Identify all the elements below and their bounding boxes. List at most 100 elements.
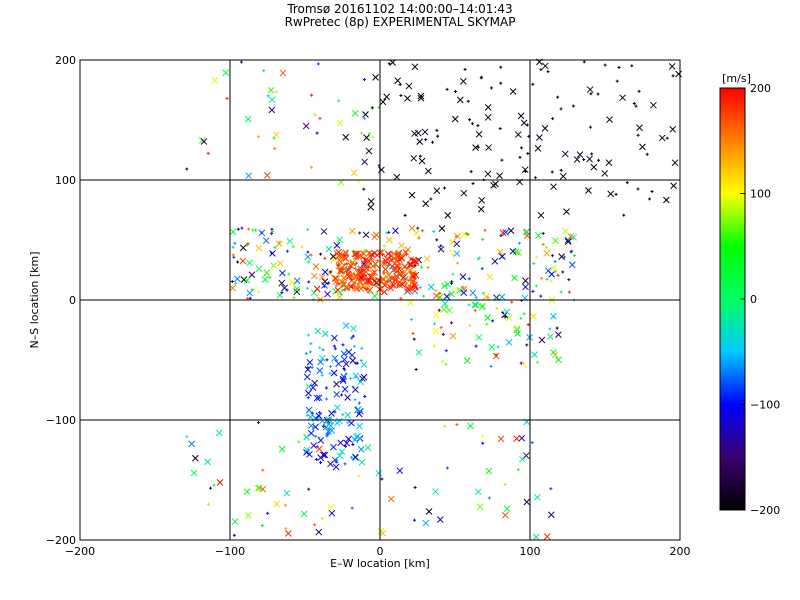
data-point-plus — [556, 273, 560, 277]
data-point-x — [498, 253, 506, 260]
data-point-plus — [319, 252, 323, 256]
data-point-x — [552, 237, 559, 245]
data-point-plus — [206, 151, 210, 155]
data-point-plus — [416, 226, 420, 230]
data-point-x — [499, 229, 507, 237]
data-point-x — [472, 144, 479, 151]
data-point-plus — [351, 334, 355, 338]
data-point-x — [262, 237, 270, 244]
data-point-x — [671, 159, 679, 167]
data-point-x — [501, 311, 509, 319]
data-point-plus — [432, 322, 436, 326]
data-point-x — [486, 273, 494, 281]
data-point-x — [304, 253, 312, 261]
data-point-x — [382, 266, 389, 273]
data-point-x — [313, 394, 321, 402]
data-point-plus — [239, 60, 243, 64]
data-point-x — [312, 263, 320, 270]
data-point-plus — [390, 274, 394, 278]
data-point-plus — [553, 260, 557, 264]
data-point-plus — [260, 523, 264, 527]
data-point-x — [670, 182, 677, 190]
data-point-x — [564, 236, 572, 244]
data-point-plus — [374, 291, 378, 295]
data-point-x — [325, 428, 332, 435]
data-point-x — [331, 334, 338, 342]
data-point-x — [340, 373, 348, 381]
data-point-x — [348, 351, 356, 359]
data-point-plus — [230, 280, 234, 284]
data-point-plus — [325, 434, 329, 438]
data-point-x — [379, 98, 387, 106]
data-point-x — [333, 380, 340, 388]
data-point-plus — [250, 288, 254, 292]
data-point-x — [503, 505, 511, 513]
data-point-x — [398, 242, 405, 249]
data-point-plus — [315, 131, 319, 135]
data-point-x — [315, 528, 323, 536]
data-point-x — [283, 489, 291, 497]
colorbar-tick-label: −200 — [750, 504, 780, 517]
data-point-x — [371, 292, 379, 300]
data-point-plus — [491, 319, 495, 323]
data-point-plus — [306, 366, 310, 370]
data-point-plus — [348, 376, 352, 380]
data-point-plus — [625, 181, 629, 185]
data-point-plus — [266, 511, 270, 515]
data-point-plus — [467, 277, 471, 281]
data-point-plus — [567, 290, 571, 294]
data-point-x — [498, 293, 506, 301]
data-point-x — [454, 287, 461, 295]
data-point-plus — [372, 135, 376, 139]
data-point-x — [349, 227, 356, 235]
data-point-plus — [526, 152, 530, 156]
data-point-x — [564, 238, 572, 245]
data-point-x — [438, 225, 446, 232]
data-point-x — [333, 391, 340, 398]
data-point-x — [474, 488, 482, 496]
data-point-x — [453, 240, 461, 248]
data-point-x — [278, 445, 286, 453]
data-point-plus — [444, 362, 448, 366]
data-point-plus — [470, 122, 474, 126]
data-point-plus — [466, 99, 470, 103]
data-point-x — [340, 281, 347, 289]
data-point-plus — [519, 146, 523, 150]
data-point-plus — [360, 131, 364, 135]
data-point-x — [341, 356, 348, 363]
data-point-x — [507, 227, 515, 235]
data-point-x — [658, 134, 666, 142]
data-point-x — [445, 306, 453, 314]
data-point-x — [364, 278, 371, 286]
data-point-x — [254, 484, 262, 492]
data-point-plus — [366, 265, 370, 269]
data-point-x — [340, 350, 348, 358]
data-point-plus — [532, 262, 536, 266]
data-point-x — [306, 450, 313, 458]
data-point-plus — [336, 263, 340, 267]
data-point-x — [444, 280, 452, 288]
y-tick-label: 100 — [55, 174, 76, 187]
data-point-plus — [495, 306, 499, 310]
data-point-x — [263, 269, 271, 277]
data-point-x — [534, 145, 542, 152]
data-point-x — [351, 109, 359, 117]
data-point-x — [351, 250, 359, 258]
data-point-plus — [645, 152, 649, 156]
data-point-x — [239, 244, 247, 252]
data-point-plus — [494, 296, 498, 300]
data-point-plus — [526, 323, 530, 327]
data-point-plus — [559, 168, 563, 172]
data-point-x — [347, 262, 355, 270]
data-point-plus — [206, 502, 210, 506]
data-point-plus — [426, 266, 430, 270]
colorbar-label: [m/s] — [722, 72, 751, 85]
data-point-x — [407, 261, 415, 269]
data-point-plus — [310, 93, 314, 97]
data-point-plus — [292, 296, 296, 300]
data-point-x — [531, 351, 538, 358]
data-point-plus — [334, 460, 338, 464]
data-point-x — [344, 394, 352, 401]
data-point-plus — [387, 62, 391, 66]
data-point-x — [523, 498, 531, 506]
